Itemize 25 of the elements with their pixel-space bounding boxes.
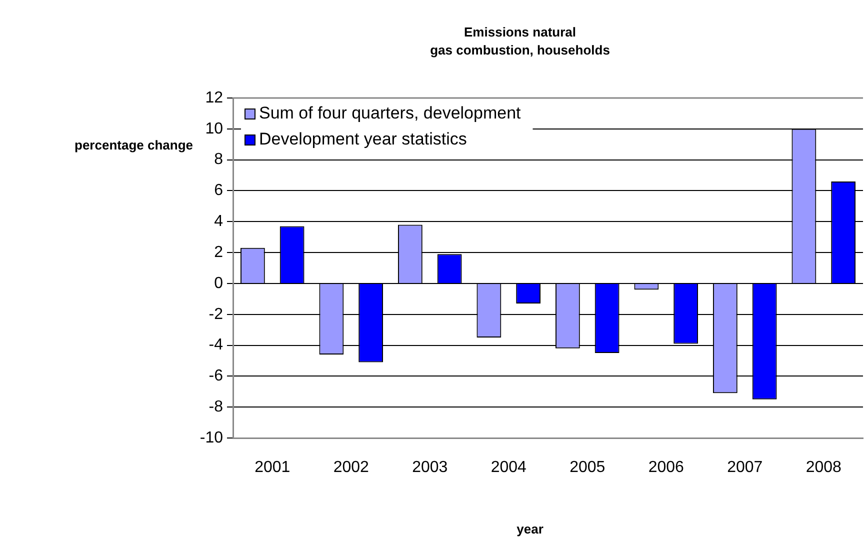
x-tick-label: 2007 bbox=[727, 459, 763, 476]
y-tick-label: -6 bbox=[208, 368, 224, 385]
y-tick-label: 2 bbox=[214, 244, 224, 261]
legend-label: Development year statistics bbox=[259, 130, 467, 149]
chart-title: Emissions natural gas combustion, households bbox=[430, 24, 610, 58]
y-tick-label: 0 bbox=[214, 274, 224, 292]
y-tick-label: 8 bbox=[214, 151, 224, 168]
y-tick-label: -4 bbox=[208, 336, 224, 354]
x-tick-label: 2002 bbox=[333, 459, 370, 476]
x-tick-label: 2006 bbox=[648, 459, 684, 476]
y-tick-label: -10 bbox=[200, 429, 224, 446]
x-tick-label: 2008 bbox=[806, 459, 842, 476]
x-tick-label: 2004 bbox=[490, 459, 527, 476]
y-tick-label: 6 bbox=[214, 182, 224, 200]
y-tick-label: 10 bbox=[205, 120, 224, 138]
x-tick-label: 2005 bbox=[570, 459, 606, 476]
x-tick-label: 2001 bbox=[254, 459, 290, 476]
x-axis-title: year bbox=[516, 522, 544, 537]
y-axis-title: percentage change bbox=[74, 138, 193, 153]
legend-label: Sum of four quarters, development bbox=[259, 104, 522, 123]
y-tick-label: -2 bbox=[208, 306, 224, 323]
y-tick-label: -8 bbox=[208, 398, 224, 416]
x-tick-label: 2003 bbox=[412, 459, 448, 476]
y-tick-label: 12 bbox=[205, 89, 224, 106]
y-tick-label: 4 bbox=[214, 213, 224, 230]
